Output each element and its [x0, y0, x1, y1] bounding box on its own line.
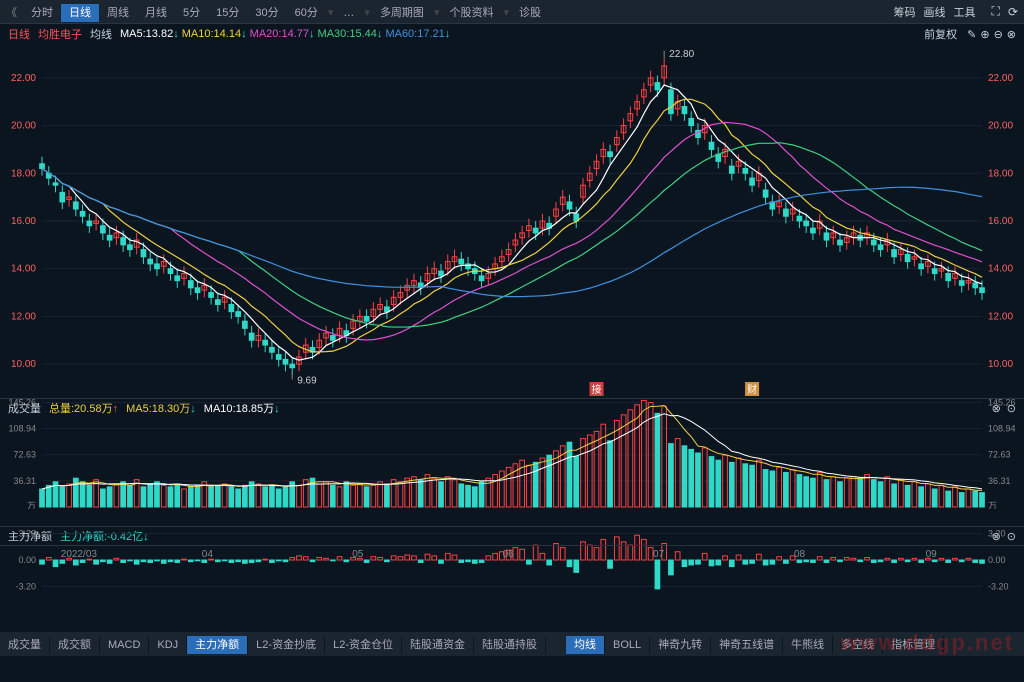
ma-tool-2[interactable]: ⊖	[994, 29, 1003, 41]
ma-MA10: MA10:14.14↓	[182, 28, 247, 40]
svg-text:14.00: 14.00	[988, 264, 1013, 275]
svg-text:18.00: 18.00	[11, 168, 36, 179]
overlay-tab-牛熊线[interactable]: 牛熊线	[783, 636, 833, 654]
timeframe-tab-2[interactable]: 周线	[99, 4, 137, 22]
svg-text:36.31: 36.31	[988, 476, 1011, 486]
svg-text:36.31: 36.31	[13, 476, 36, 486]
indicator-tab-成交量[interactable]: 成交量	[0, 636, 50, 654]
svg-text:16.00: 16.00	[11, 216, 36, 227]
svg-text:20.00: 20.00	[988, 121, 1013, 132]
indicator-tab-成交额[interactable]: 成交额	[50, 636, 100, 654]
svg-text:接: 接	[592, 383, 602, 396]
ma-tool-3[interactable]: ⊗	[1007, 29, 1016, 41]
indicator-tab-主力净额[interactable]: 主力净额	[187, 636, 248, 654]
timeframe-tab-9[interactable]: 多周期图	[372, 4, 432, 22]
timeframe-label: 日线	[8, 26, 30, 42]
timeframe-tab-7[interactable]: 60分	[287, 4, 326, 22]
svg-text:3.20: 3.20	[18, 529, 36, 539]
timeframe-tab-3[interactable]: 月线	[137, 4, 175, 22]
volume-panel: 成交量 总量:20.58万↑ MA5:18.30万↓ MA10:18.85万↓ …	[0, 398, 1024, 526]
toolbar-1[interactable]: 画线	[924, 7, 946, 19]
svg-text:万: 万	[988, 501, 997, 509]
overlay-tab-BOLL[interactable]: BOLL	[605, 636, 650, 654]
fullscreen-icon[interactable]: ⛶	[992, 4, 1000, 19]
timeframe-tab-1[interactable]: 日线	[61, 4, 99, 22]
ma-indicator-line: 日线 均胜电子 均线 MA5:13.82↓ MA10:14.14↓ MA20:1…	[0, 24, 1024, 44]
svg-text:万: 万	[27, 501, 36, 509]
svg-text:22.00: 22.00	[11, 73, 36, 84]
overlay-tab-神奇五线谱[interactable]: 神奇五线谱	[711, 636, 783, 654]
indicator-tab-L2-资金抄底[interactable]: L2-资金抄底	[248, 636, 325, 654]
date-axis: 2022/03 04 05 06 07 08 09	[0, 545, 1024, 565]
adjust-label[interactable]: 前复权	[924, 26, 957, 42]
svg-text:14.00: 14.00	[11, 264, 36, 275]
ma-MA30: MA30:15.44↓	[318, 28, 383, 40]
timeframe-tab-11[interactable]: 诊股	[511, 4, 549, 22]
timeframe-tab-5[interactable]: 15分	[208, 4, 247, 22]
svg-text:-3.20: -3.20	[988, 581, 1009, 591]
timeframe-tab-10[interactable]: 个股资料	[441, 4, 501, 22]
ma-tool-1[interactable]: ⊕	[980, 29, 989, 41]
indicator-tab-L2-资金仓位[interactable]: L2-资金仓位	[325, 636, 402, 654]
toolbar-2[interactable]: 工具	[954, 7, 976, 19]
svg-text:108.94: 108.94	[8, 424, 36, 434]
overlay-tab-神奇九转[interactable]: 神奇九转	[650, 636, 711, 654]
timeframe-tab-6[interactable]: 30分	[247, 4, 286, 22]
back-chevron[interactable]: 《	[0, 4, 23, 20]
svg-text:22.80: 22.80	[669, 49, 694, 60]
svg-text:22.00: 22.00	[988, 73, 1013, 84]
svg-text:9.69: 9.69	[297, 376, 317, 387]
svg-text:16.00: 16.00	[988, 216, 1013, 227]
ma-MA5: MA5:13.82↓	[120, 28, 179, 40]
stock-name: 均胜电子	[38, 26, 82, 42]
indicator-tab-陆股通资金[interactable]: 陆股通资金	[402, 636, 474, 654]
date-label: 08	[794, 549, 805, 560]
ma-MA20: MA20:14.77↓	[250, 28, 315, 40]
date-label: 06	[503, 549, 514, 560]
svg-text:10.00: 10.00	[988, 359, 1013, 370]
svg-text:12.00: 12.00	[988, 311, 1013, 322]
date-label: 05	[352, 549, 363, 560]
svg-text:3.20: 3.20	[988, 529, 1006, 539]
svg-text:-3.20: -3.20	[15, 581, 36, 591]
date-label: 2022/03	[61, 549, 97, 560]
svg-text:145.26: 145.26	[8, 399, 36, 407]
ma-label: 均线	[90, 26, 112, 42]
refresh-icon[interactable]: ⟳	[1008, 5, 1018, 19]
top-toolbar: 《 分时日线周线月线5分15分30分60分▾…▾多周期图▾个股资料▾诊股 筹码画…	[0, 0, 1024, 24]
indicator-tab-陆股通持股[interactable]: 陆股通持股	[474, 636, 546, 654]
date-label: 07	[653, 549, 664, 560]
svg-text:12.00: 12.00	[11, 311, 36, 322]
timeframe-tabs: 《 分时日线周线月线5分15分30分60分▾…▾多周期图▾个股资料▾诊股	[0, 4, 549, 20]
ma-MA60: MA60:17.21↓	[385, 28, 450, 40]
svg-text:10.00: 10.00	[11, 359, 36, 370]
date-label: 09	[926, 549, 937, 560]
timeframe-tab-0[interactable]: 分时	[23, 4, 61, 22]
toolbar-right: 筹码画线工具 ⛶ ⟳	[894, 4, 1024, 20]
capital-panel: 主力净额 主力净额:-0.42亿↓ ⊗ ⊙ -3.20-3.200.000.00…	[0, 526, 1024, 632]
svg-text:108.94: 108.94	[988, 424, 1016, 434]
svg-text:财: 财	[747, 383, 757, 396]
svg-text:145.26: 145.26	[988, 399, 1016, 407]
indicator-tab-KDJ[interactable]: KDJ	[149, 636, 187, 654]
ma-tool-0[interactable]: ✎	[967, 29, 976, 41]
svg-text:72.63: 72.63	[988, 450, 1011, 460]
date-label: 04	[202, 549, 213, 560]
svg-text:72.63: 72.63	[13, 450, 36, 460]
overlay-tab-均线[interactable]: 均线	[566, 636, 605, 654]
watermark: www.ddgp.net	[841, 630, 1015, 656]
svg-text:20.00: 20.00	[11, 121, 36, 132]
svg-text:18.00: 18.00	[988, 168, 1013, 179]
price-chart[interactable]: 10.00 10.00 12.00 12.00 14.00 14.00 16.00 16.00…	[0, 44, 1024, 398]
timeframe-tab-8[interactable]: …	[335, 4, 362, 22]
indicator-tab-MACD[interactable]: MACD	[100, 636, 149, 654]
toolbar-0[interactable]: 筹码	[894, 7, 916, 19]
timeframe-tab-4[interactable]: 5分	[175, 4, 208, 22]
